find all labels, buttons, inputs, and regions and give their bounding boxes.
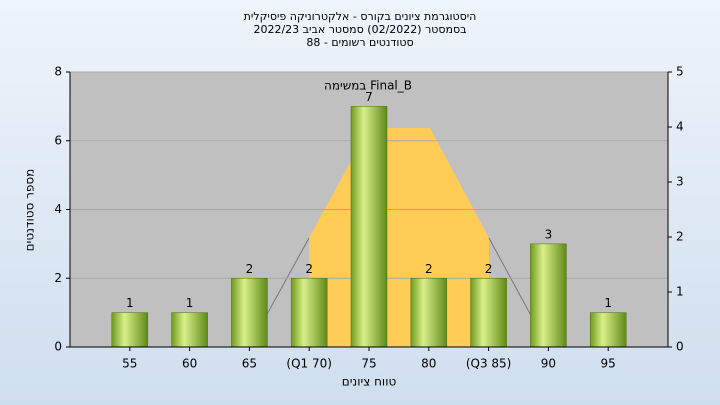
bar xyxy=(410,278,448,348)
y2-tick-label: 5 xyxy=(676,65,684,79)
y2-tick-label: 2 xyxy=(676,230,684,244)
bar xyxy=(470,278,507,348)
data-label: 7 xyxy=(365,90,373,104)
x-tick-label: 95 xyxy=(601,357,616,371)
bar xyxy=(231,278,268,348)
y-tick-label: 8 xyxy=(54,65,62,79)
bar xyxy=(290,278,328,348)
x-tick-label: 75 xyxy=(361,357,376,371)
y2-tick-label: 4 xyxy=(676,120,684,134)
y2-tick-label: 0 xyxy=(676,340,684,354)
chart-subtitle: סטודנטים רשומים - 88 xyxy=(306,36,413,49)
bar xyxy=(111,312,149,348)
data-label: 2 xyxy=(425,262,433,276)
bar xyxy=(171,312,208,348)
x-tick-label: 65 xyxy=(242,357,257,371)
x-tick-label: 90 xyxy=(541,357,556,371)
x-tick-label: 55 xyxy=(122,357,137,371)
annotation: במשימה Final_B xyxy=(324,79,412,93)
x-axis-label: טווח ציונים xyxy=(342,375,397,389)
x-tick-label: 80 xyxy=(421,357,436,371)
data-label: 1 xyxy=(604,296,612,310)
data-label: 2 xyxy=(305,262,313,276)
data-label: 1 xyxy=(126,296,134,310)
y2-tick-label: 1 xyxy=(676,285,684,299)
chart-subtitle: בסמסטר (02/2022) סמסטר אביב 2022/23 xyxy=(253,23,466,36)
y-tick-label: 0 xyxy=(54,340,62,354)
y-axis-label: מספר סטודנטים xyxy=(23,169,37,252)
data-label: 2 xyxy=(485,262,493,276)
bar xyxy=(589,312,627,348)
x-tick-label: 60 xyxy=(182,357,197,371)
x-tick-label: (Q3 85) xyxy=(466,357,512,371)
data-label: 2 xyxy=(246,262,254,276)
bar xyxy=(530,243,567,348)
y-tick-label: 2 xyxy=(54,271,62,285)
data-label: 1 xyxy=(186,296,194,310)
bar xyxy=(350,106,388,348)
y2-tick-label: 3 xyxy=(676,175,684,189)
chart-title: היסטוגרמת ציונים בקורס - אלקטרוניקה פיסי… xyxy=(244,10,477,23)
y-tick-label: 4 xyxy=(54,202,62,216)
x-tick-label: (Q1 70) xyxy=(286,357,332,371)
y-tick-label: 6 xyxy=(54,133,62,147)
data-label: 3 xyxy=(545,227,553,241)
